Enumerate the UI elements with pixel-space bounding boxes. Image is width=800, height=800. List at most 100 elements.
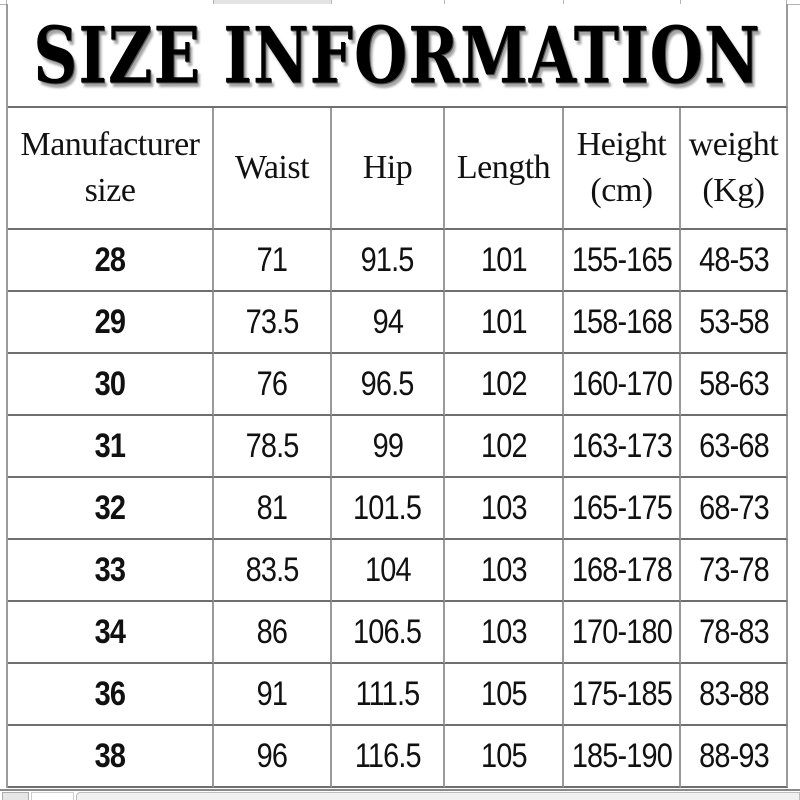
size-cell: 29 — [8, 292, 214, 354]
page-title: SIZE INFORMATION — [33, 9, 761, 101]
height-cell: 155-165 — [564, 230, 681, 292]
cell-value: 76 — [256, 364, 288, 403]
cell-value: 116.5 — [354, 736, 422, 775]
table-title-band: SIZE INFORMATION — [8, 4, 788, 108]
cell-value: 34 — [94, 612, 126, 651]
cell-value: 86 — [256, 612, 288, 651]
cell-value: 101 — [480, 302, 528, 341]
cell-value: 103 — [480, 550, 528, 589]
waist-cell: 96 — [214, 726, 332, 788]
cell-value: 36 — [94, 674, 126, 713]
weight-cell: 48-53 — [681, 230, 788, 292]
weight-cell: 68-73 — [681, 478, 788, 540]
cell-value: 104 — [364, 550, 412, 589]
cell-value: 73-78 — [698, 550, 770, 589]
hip-cell: 91.5 — [332, 230, 445, 292]
cell-value: 91 — [256, 674, 288, 713]
hip-cell: 116.5 — [332, 726, 445, 788]
cell-value: 185-190 — [571, 736, 672, 775]
cell-value: 165-175 — [571, 488, 672, 527]
gridline-stub — [331, 0, 332, 4]
cell-value: 83.5 — [245, 550, 300, 589]
cell-value: 32 — [94, 488, 126, 527]
height-cell: 165-175 — [564, 478, 681, 540]
length-cell: 101 — [445, 230, 564, 292]
weight-cell: 53-58 — [681, 292, 788, 354]
waist-cell: 91 — [214, 664, 332, 726]
hip-cell: 106.5 — [332, 602, 445, 664]
size-table: SIZE INFORMATION Manufacturer size Waist… — [6, 4, 788, 788]
cell-value: 91.5 — [361, 240, 415, 279]
cell-value: 88-93 — [698, 736, 770, 775]
length-cell: 105 — [445, 664, 564, 726]
gridline-stub — [444, 0, 445, 4]
cell-value: 28 — [94, 240, 126, 279]
weight-cell: 83-88 — [681, 664, 788, 726]
cell-value: 111.5 — [355, 674, 421, 713]
table-bottom-edge — [0, 789, 800, 791]
column-header-weight: weight (Kg) — [681, 108, 788, 230]
cell-value: 94 — [372, 302, 403, 341]
cell-value: 99 — [372, 426, 403, 465]
column-header-hip: Hip — [332, 108, 445, 230]
cell-value: 30 — [94, 364, 126, 403]
cell-value: 53-58 — [698, 302, 770, 341]
hip-cell: 94 — [332, 292, 445, 354]
length-cell: 105 — [445, 726, 564, 788]
column-header-height: Height (cm) — [564, 108, 681, 230]
cell-value: 81 — [256, 488, 288, 527]
length-cell: 103 — [445, 540, 564, 602]
gridline-stub — [680, 0, 681, 4]
height-cell: 160-170 — [564, 354, 681, 416]
cell-value: 103 — [480, 612, 528, 651]
hip-cell: 101.5 — [332, 478, 445, 540]
waist-cell: 76 — [214, 354, 332, 416]
column-header-waist: Waist — [214, 108, 332, 230]
size-cell: 38 — [8, 726, 214, 788]
weight-cell: 78-83 — [681, 602, 788, 664]
cell-value: 58-63 — [698, 364, 770, 403]
height-cell: 185-190 — [564, 726, 681, 788]
height-cell: 175-185 — [564, 664, 681, 726]
cell-value: 163-173 — [571, 426, 672, 465]
cell-value: 158-168 — [571, 302, 672, 341]
height-cell: 163-173 — [564, 416, 681, 478]
sheet-tab[interactable] — [31, 792, 74, 800]
size-cell: 32 — [8, 478, 214, 540]
sheet-corner-button[interactable] — [2, 792, 29, 800]
cell-value: 31 — [94, 426, 126, 465]
cell-value: 33 — [94, 550, 126, 589]
column-header-manufacturer-size: Manufacturer size — [8, 108, 214, 230]
length-cell: 103 — [445, 478, 564, 540]
hip-cell: 96.5 — [332, 354, 445, 416]
cell-value: 63-68 — [698, 426, 770, 465]
size-cell: 30 — [8, 354, 214, 416]
waist-cell: 78.5 — [214, 416, 332, 478]
length-cell: 102 — [445, 354, 564, 416]
weight-cell: 88-93 — [681, 726, 788, 788]
cell-value: 102 — [480, 426, 528, 465]
column-header-length: Length — [445, 108, 564, 230]
cell-value: 101 — [480, 240, 528, 279]
waist-cell: 86 — [214, 602, 332, 664]
cell-value: 48-53 — [698, 240, 770, 279]
height-cell: 158-168 — [564, 292, 681, 354]
waist-cell: 81 — [214, 478, 332, 540]
size-cell: 31 — [8, 416, 214, 478]
cell-value: 71 — [256, 240, 288, 279]
horizontal-scrollbar[interactable] — [76, 792, 800, 800]
cell-value: 78.5 — [245, 426, 300, 465]
cell-value: 96 — [256, 736, 288, 775]
waist-cell: 73.5 — [214, 292, 332, 354]
gridline-stub — [563, 0, 564, 4]
shaded-cell-remnant — [213, 0, 331, 4]
hip-cell: 111.5 — [332, 664, 445, 726]
waist-cell: 83.5 — [214, 540, 332, 602]
gridline-stub — [6, 0, 7, 4]
size-cell: 34 — [8, 602, 214, 664]
height-cell: 168-178 — [564, 540, 681, 602]
cell-value: 175-185 — [571, 674, 672, 713]
cell-value: 68-73 — [698, 488, 770, 527]
cell-value: 155-165 — [571, 240, 672, 279]
